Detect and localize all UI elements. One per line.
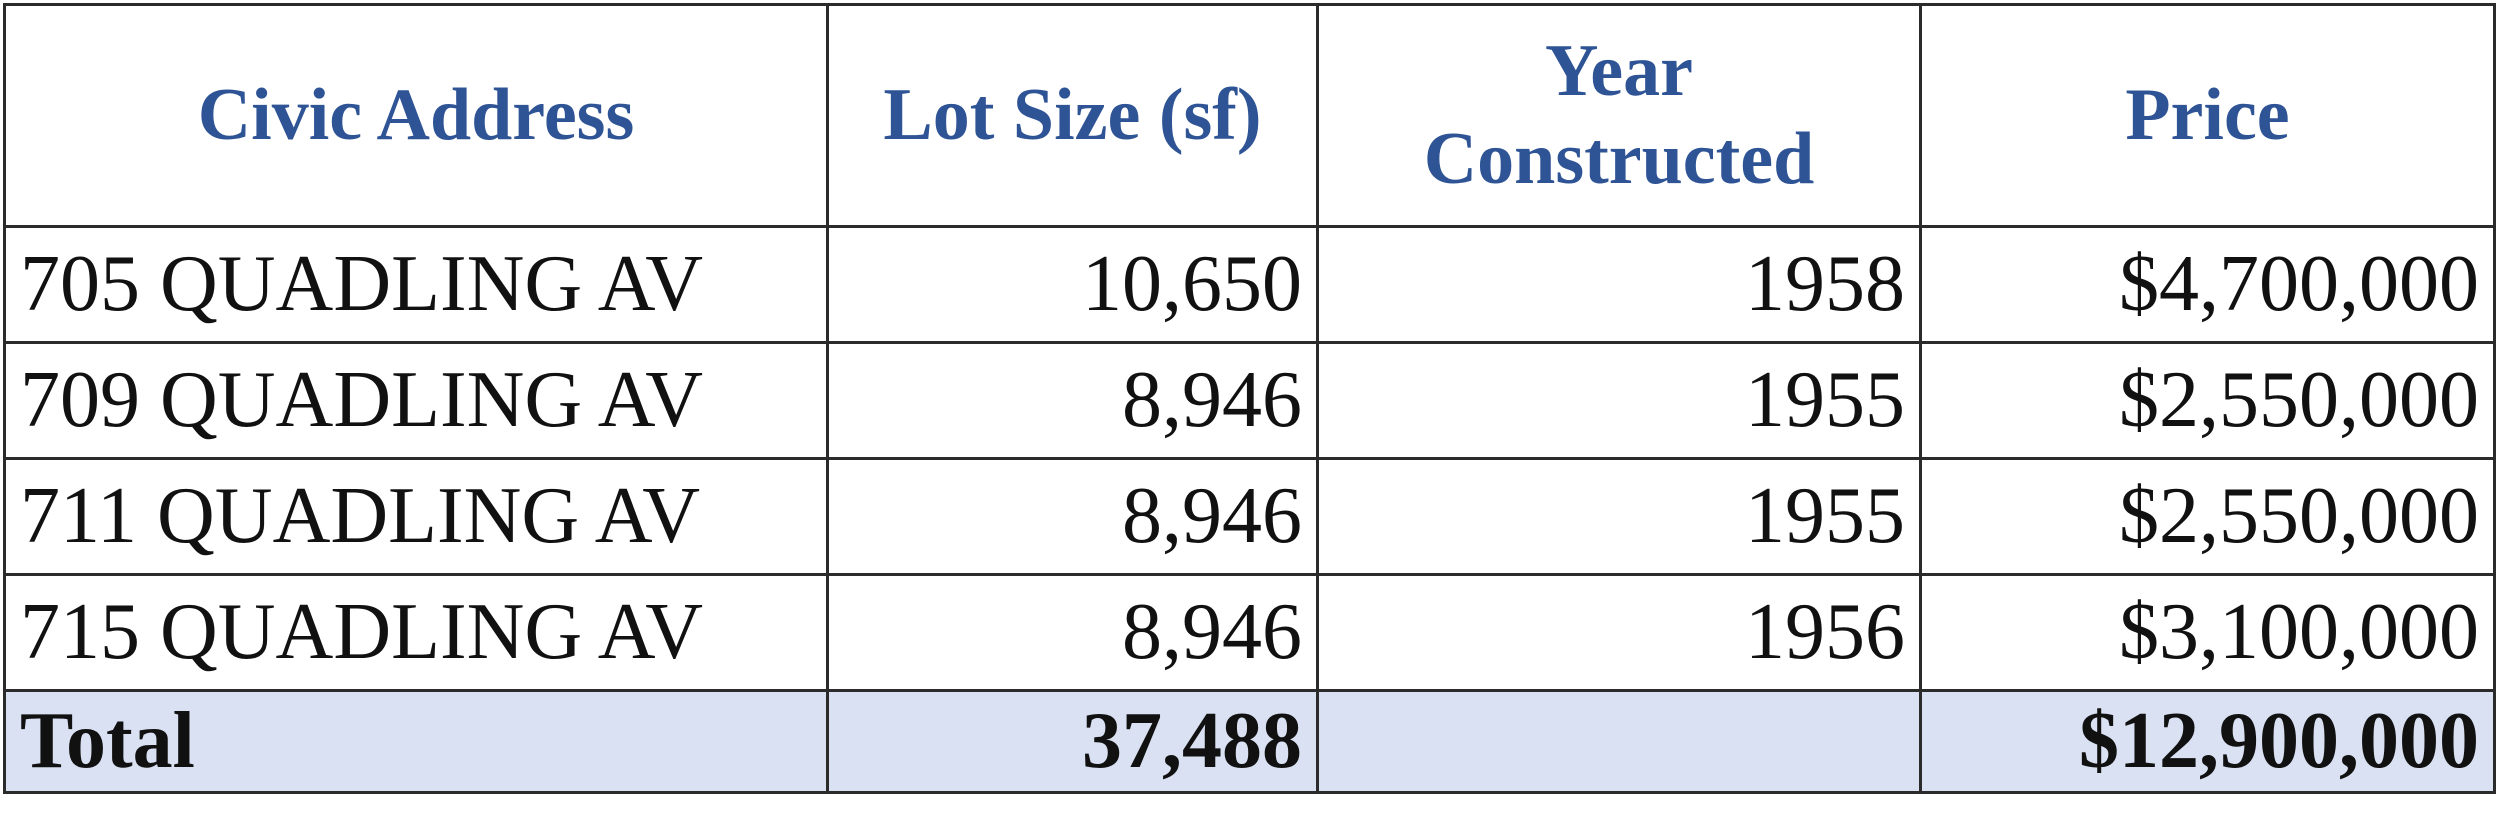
cell-lot-size[interactable]: 8,946 <box>826 457 1319 576</box>
cell-price[interactable]: $2,550,000 <box>1919 341 2496 460</box>
header-row: Civic Address Lot Size (sf) Year Constru… <box>3 3 2496 228</box>
header-civic-address[interactable]: Civic Address <box>3 3 829 228</box>
cell-address[interactable]: 711 QUADLING AV <box>3 457 829 576</box>
cell-year[interactable]: 1955 <box>1316 341 1922 460</box>
property-table: Civic Address Lot Size (sf) Year Constru… <box>3 3 2496 794</box>
header-lot-size[interactable]: Lot Size (sf) <box>826 3 1319 228</box>
header-year-line1: Year <box>1545 30 1693 113</box>
cell-lot-size[interactable]: 8,946 <box>826 573 1319 692</box>
table-row: 715 QUADLING AV 8,946 1956 $3,100,000 <box>3 573 2496 692</box>
cell-address[interactable]: 715 QUADLING AV <box>3 573 829 692</box>
total-lot-size[interactable]: 37,488 <box>826 689 1319 794</box>
table-row: 705 QUADLING AV 10,650 1958 $4,700,000 <box>3 225 2496 344</box>
header-year-line2: Constructed <box>1423 117 1815 200</box>
total-price[interactable]: $12,900,000 <box>1919 689 2496 794</box>
cell-year[interactable]: 1956 <box>1316 573 1922 692</box>
table-row: 709 QUADLING AV 8,946 1955 $2,550,000 <box>3 341 2496 460</box>
cell-year[interactable]: 1955 <box>1316 457 1922 576</box>
cell-lot-size[interactable]: 8,946 <box>826 341 1319 460</box>
header-year-constructed[interactable]: Year Constructed <box>1316 3 1922 228</box>
header-price[interactable]: Price <box>1919 3 2496 228</box>
total-row: Total 37,488 $12,900,000 <box>3 689 2496 794</box>
table-row: 711 QUADLING AV 8,946 1955 $2,550,000 <box>3 457 2496 576</box>
total-label[interactable]: Total <box>3 689 829 794</box>
cell-lot-size[interactable]: 10,650 <box>826 225 1319 344</box>
cell-address[interactable]: 705 QUADLING AV <box>3 225 829 344</box>
cell-year[interactable]: 1958 <box>1316 225 1922 344</box>
cell-price[interactable]: $2,550,000 <box>1919 457 2496 576</box>
cell-price[interactable]: $4,700,000 <box>1919 225 2496 344</box>
cell-address[interactable]: 709 QUADLING AV <box>3 341 829 460</box>
cell-price[interactable]: $3,100,000 <box>1919 573 2496 692</box>
total-year[interactable] <box>1316 689 1922 794</box>
